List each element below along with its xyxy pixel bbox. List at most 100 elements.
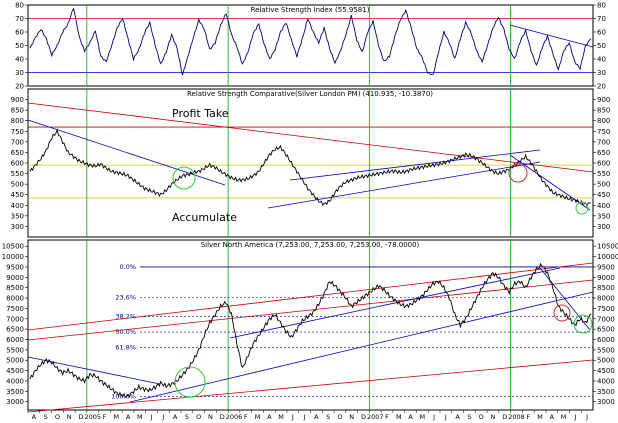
price-red-circle — [553, 304, 571, 322]
accumulate-annotation: Accumulate — [172, 211, 237, 224]
rsi-trendline — [509, 24, 594, 48]
x-month-label: F — [526, 413, 530, 421]
x-month-label: M — [537, 413, 543, 421]
x-month-label: A — [455, 413, 460, 421]
x-month-label: A — [314, 413, 319, 421]
price-blue-resistance — [229, 267, 561, 339]
rsc-left-axis: 300 350 400 450 500 550 600 650 700 750 800 850 900 — [11, 96, 28, 231]
fibonacci-label: 23.6% — [115, 294, 136, 302]
price-tick-label: 5500 — [6, 346, 24, 354]
x-month-label: A — [550, 413, 555, 421]
rsc-reference-lines — [28, 126, 593, 199]
rsc-tick-label: 900 — [11, 96, 24, 104]
price-tick-label: 6500 — [597, 326, 615, 334]
x-month-label: M — [113, 413, 119, 421]
rsc-tick-label: 400 — [597, 202, 610, 210]
price-tick-label: 9000 — [6, 274, 24, 282]
rsc-tick-label: 750 — [11, 128, 24, 136]
rsc-right-axis: 300 350 400 450 500 550 600 650 700 750 800 850 900 — [593, 96, 610, 231]
x-month-label: A — [32, 413, 37, 421]
rsi-panel: Relative Strength Index (55.9581) 20 30 40… — [15, 2, 606, 91]
x-month-label: 2005 — [84, 413, 101, 421]
price-tick-label: 10000 — [2, 253, 24, 261]
rsc-downtrend-line — [27, 119, 226, 186]
x-month-label: A — [267, 413, 272, 421]
x-month-label: M — [561, 413, 567, 421]
price-green-circle — [174, 366, 206, 398]
price-series-line — [29, 262, 592, 399]
x-month-label: J — [444, 413, 447, 421]
rsc-title: Relative Strength Comparative(Silver Lon… — [187, 90, 433, 98]
price-left-axis: 3000 3500 4000 4500 5000 5500 6000 6500 7000 7500… — [2, 243, 28, 406]
rsc-tick-label: 800 — [11, 117, 24, 125]
price-green-circle-recent — [573, 314, 593, 334]
price-tick-label: 3000 — [6, 398, 24, 406]
rsc-tick-label: 700 — [597, 138, 610, 146]
fibonacci-label: 38.2% — [115, 313, 136, 321]
price-tick-label: 7000 — [597, 315, 615, 323]
rsi-year-gridlines — [86, 5, 512, 86]
rsi-tick-label: 80 — [15, 2, 24, 10]
x-month-label: M — [137, 413, 143, 421]
price-tick-label: 9500 — [6, 263, 24, 271]
price-year-gridlines — [86, 240, 512, 410]
rsc-tick-label: 850 — [597, 107, 610, 115]
x-month-label: N — [208, 413, 213, 421]
price-tick-label: 5000 — [6, 357, 24, 365]
fibonacci-label: 0.0% — [119, 263, 136, 271]
rsi-right-axis: 20 30 40 50 60 70 80 — [593, 2, 606, 91]
price-tick-label: 5500 — [597, 346, 615, 354]
price-tick-label: 6000 — [597, 336, 615, 344]
rsc-tick-label: 300 — [11, 223, 24, 231]
x-month-label: N — [67, 413, 72, 421]
rsc-series-line — [29, 128, 592, 207]
price-tick-label: 6500 — [6, 326, 24, 334]
rsc-green-circle-recent — [575, 201, 589, 215]
price-right-axis: 3000 3500 4000 4500 5000 5500 6000 6500 7000 7500… — [593, 243, 618, 406]
rsi-tick-label: 80 — [597, 2, 606, 10]
rsc-tick-label: 450 — [597, 191, 610, 199]
rsc-tick-label: 500 — [597, 181, 610, 189]
rsc-red-trendline — [27, 102, 594, 173]
x-month-label: M — [396, 413, 402, 421]
price-tick-label: 9500 — [597, 263, 615, 271]
rsi-tick-label: 70 — [597, 15, 606, 23]
rsi-tick-label: 50 — [15, 42, 24, 50]
price-tick-label: 4000 — [6, 377, 24, 385]
price-tick-label: 3500 — [6, 388, 24, 396]
rsc-tick-label: 750 — [597, 128, 610, 136]
price-tick-label: 10500 — [2, 243, 24, 251]
x-month-label: O — [479, 413, 484, 421]
rsc-green-circle — [172, 166, 196, 190]
x-month-label: N — [349, 413, 354, 421]
price-tick-label: 3000 — [597, 398, 615, 406]
rsc-tick-label: 300 — [597, 223, 610, 231]
x-month-label: J — [161, 413, 164, 421]
price-tick-label: 7000 — [6, 315, 24, 323]
rsc-tick-label: 700 — [11, 138, 24, 146]
price-tick-label: 8500 — [597, 284, 615, 292]
rsc-tick-label: 650 — [597, 149, 610, 157]
x-month-label: S — [44, 413, 48, 421]
rsi-tick-label: 20 — [15, 83, 24, 91]
x-month-label: J — [432, 413, 435, 421]
x-month-label: 2007 — [367, 413, 384, 421]
rsc-tick-label: 350 — [11, 212, 24, 220]
x-month-label: 2006 — [226, 413, 243, 421]
rsi-tick-label: 20 — [597, 83, 606, 91]
rsc-tick-label: 600 — [597, 160, 610, 168]
rsi-tick-label: 40 — [15, 56, 24, 64]
x-month-label: N — [491, 413, 496, 421]
rsi-left-axis: 20 30 40 50 60 70 80 — [15, 2, 28, 91]
fibonacci-label: 61.8% — [115, 343, 136, 351]
rsi-series-line — [29, 7, 592, 76]
rsc-tick-label: 600 — [11, 160, 24, 168]
x-month-label: A — [408, 413, 413, 421]
rsi-tick-label: 50 — [597, 42, 606, 50]
rsc-tick-label: 350 — [597, 212, 610, 220]
price-tick-label: 5000 — [597, 357, 615, 365]
rsc-tick-label: 650 — [11, 149, 24, 157]
price-tick-label: 4000 — [597, 377, 615, 385]
profit-take-annotation: Profit Take — [172, 107, 229, 120]
